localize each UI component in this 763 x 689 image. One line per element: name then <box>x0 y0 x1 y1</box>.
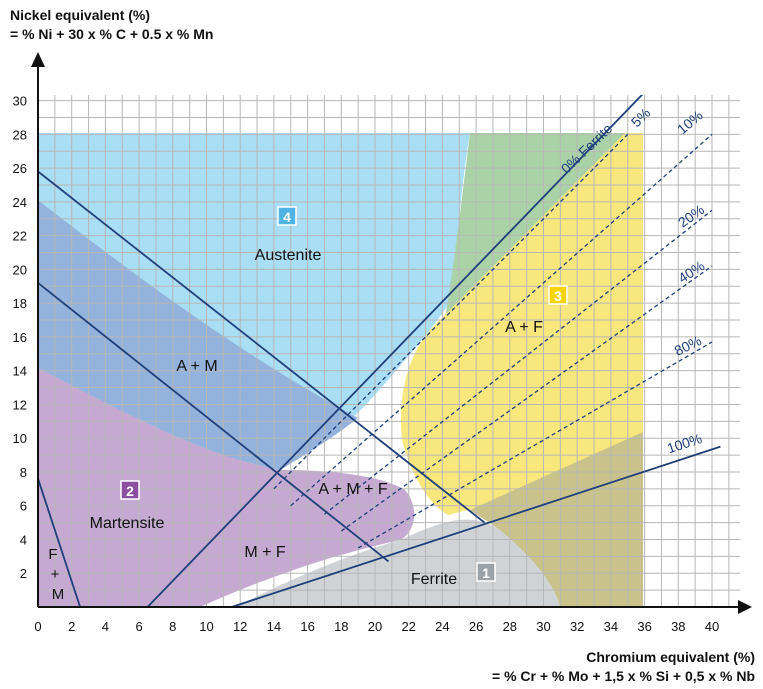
y-axis-title-line1: Nickel equivalent (%) <box>10 7 151 23</box>
region-a-plus-m <box>38 200 358 470</box>
region-a-plus-f <box>400 133 643 515</box>
x-tick-label: 18 <box>334 619 348 634</box>
x-tick-label: 40 <box>705 619 719 634</box>
ferrite-line <box>290 133 713 507</box>
y-tick-label: 10 <box>13 431 27 446</box>
x-tick-label: 4 <box>102 619 109 634</box>
x-axis-arrow-icon <box>738 600 752 614</box>
ferrite-line-label: 20% <box>675 201 707 230</box>
y-tick-label: 4 <box>20 532 27 547</box>
a-plus-f-number: 3 <box>554 288 562 304</box>
x-tick-label: 10 <box>199 619 213 634</box>
ferrite-label: Ferrite <box>411 571 457 588</box>
x-tick-label: 22 <box>401 619 415 634</box>
x-tick-label: 24 <box>435 619 449 634</box>
ferrite-line <box>146 95 644 607</box>
f-plus-m-line1: F <box>48 546 57 563</box>
austenite-number: 4 <box>283 209 291 225</box>
y-tick-label: 18 <box>13 296 27 311</box>
ferrite-line <box>357 341 713 549</box>
x-tick-label: 28 <box>503 619 517 634</box>
region-ferrite <box>235 519 560 607</box>
m-plus-f-label: M + F <box>244 544 286 561</box>
ferrite-line-label: 80% <box>672 332 704 359</box>
ferrite-line <box>324 209 713 515</box>
y-tick-label: 12 <box>13 397 27 412</box>
austenite-badge <box>277 206 297 226</box>
f-plus-m-line3: M <box>52 586 65 603</box>
ferrite-line-label: 40% <box>675 257 707 286</box>
y-axis-arrow-icon <box>31 52 45 67</box>
y-tick-label: 30 <box>13 94 27 109</box>
phase-boundary-line <box>38 478 81 607</box>
martensite-badge <box>120 480 140 500</box>
ferrite-line <box>231 445 721 607</box>
x-tick-label: 38 <box>671 619 685 634</box>
y-tick-label: 6 <box>20 499 27 514</box>
axes <box>31 52 752 614</box>
y-tick-label: 14 <box>13 364 27 379</box>
y-axis-title: Nickel equivalent (%) = % Ni + 30 x % C … <box>10 6 213 44</box>
y-tick-label: 8 <box>20 465 27 480</box>
ferrite-lines <box>38 95 721 607</box>
martensite-label: Martensite <box>90 515 165 532</box>
a-plus-f-badge <box>548 285 568 305</box>
phase-regions <box>38 133 643 607</box>
ferrite-line <box>340 265 713 532</box>
y-axis-title-line2: = % Ni + 30 x % C + 0.5 x % Mn <box>10 26 214 42</box>
x-tick-label: 8 <box>169 619 176 634</box>
x-tick-label: 30 <box>536 619 550 634</box>
x-tick-label: 16 <box>300 619 314 634</box>
y-tick-label: 26 <box>13 161 27 176</box>
x-tick-label: 26 <box>469 619 483 634</box>
x-tick-label: 14 <box>267 619 281 634</box>
x-tick-label: 32 <box>570 619 584 634</box>
a-plus-f-label: A + F <box>505 319 543 336</box>
x-tick-label: 0 <box>34 619 41 634</box>
y-tick-label: 20 <box>13 262 27 277</box>
y-tick-label: 28 <box>13 127 27 142</box>
f-plus-m-line2: + <box>51 566 60 583</box>
phase-boundary-line <box>38 282 390 563</box>
ferrite-number: 1 <box>482 565 490 581</box>
x-axis-title-line1: Chromium equivalent (%) <box>586 649 755 665</box>
ferrite-badge <box>476 562 496 582</box>
region-labels: 4 Austenite 3 A + F A + M 2 Martensite A… <box>48 206 568 603</box>
y-tick-label: 2 <box>20 566 27 581</box>
x-tick-label: 12 <box>233 619 247 634</box>
region-olive <box>470 432 643 607</box>
grid <box>38 95 740 607</box>
y-tick-label: 22 <box>13 229 27 244</box>
y-tick-label: 16 <box>13 330 27 345</box>
x-axis-title: Chromium equivalent (%) = % Cr + % Mo + … <box>492 648 755 686</box>
x-tick-label: 20 <box>368 619 382 634</box>
y-tick-label: 24 <box>13 195 27 210</box>
x-tick-labels: 0 2 4 6 8 10 12 14 16 18 20 22 24 26 28 30 32 34 36 38 40 <box>34 619 719 634</box>
martensite-number: 2 <box>126 483 134 499</box>
x-tick-label: 6 <box>135 619 142 634</box>
ferrite-line-label: 100% <box>665 430 704 456</box>
a-plus-m-label: A + M <box>176 358 217 375</box>
x-tick-label: 34 <box>604 619 618 634</box>
region-martensite <box>38 368 415 607</box>
phase-boundary-line <box>38 170 486 524</box>
x-tick-label: 2 <box>68 619 75 634</box>
ferrite-line-label: 5% <box>628 105 654 131</box>
austenite-label: Austenite <box>255 247 322 264</box>
x-axis-title-line2: = % Cr + % Mo + 1,5 x % Si + 0,5 x % Nb <box>492 668 755 684</box>
x-tick-label: 36 <box>637 619 651 634</box>
a-plus-m-plus-f-label: A + M + F <box>318 481 388 498</box>
